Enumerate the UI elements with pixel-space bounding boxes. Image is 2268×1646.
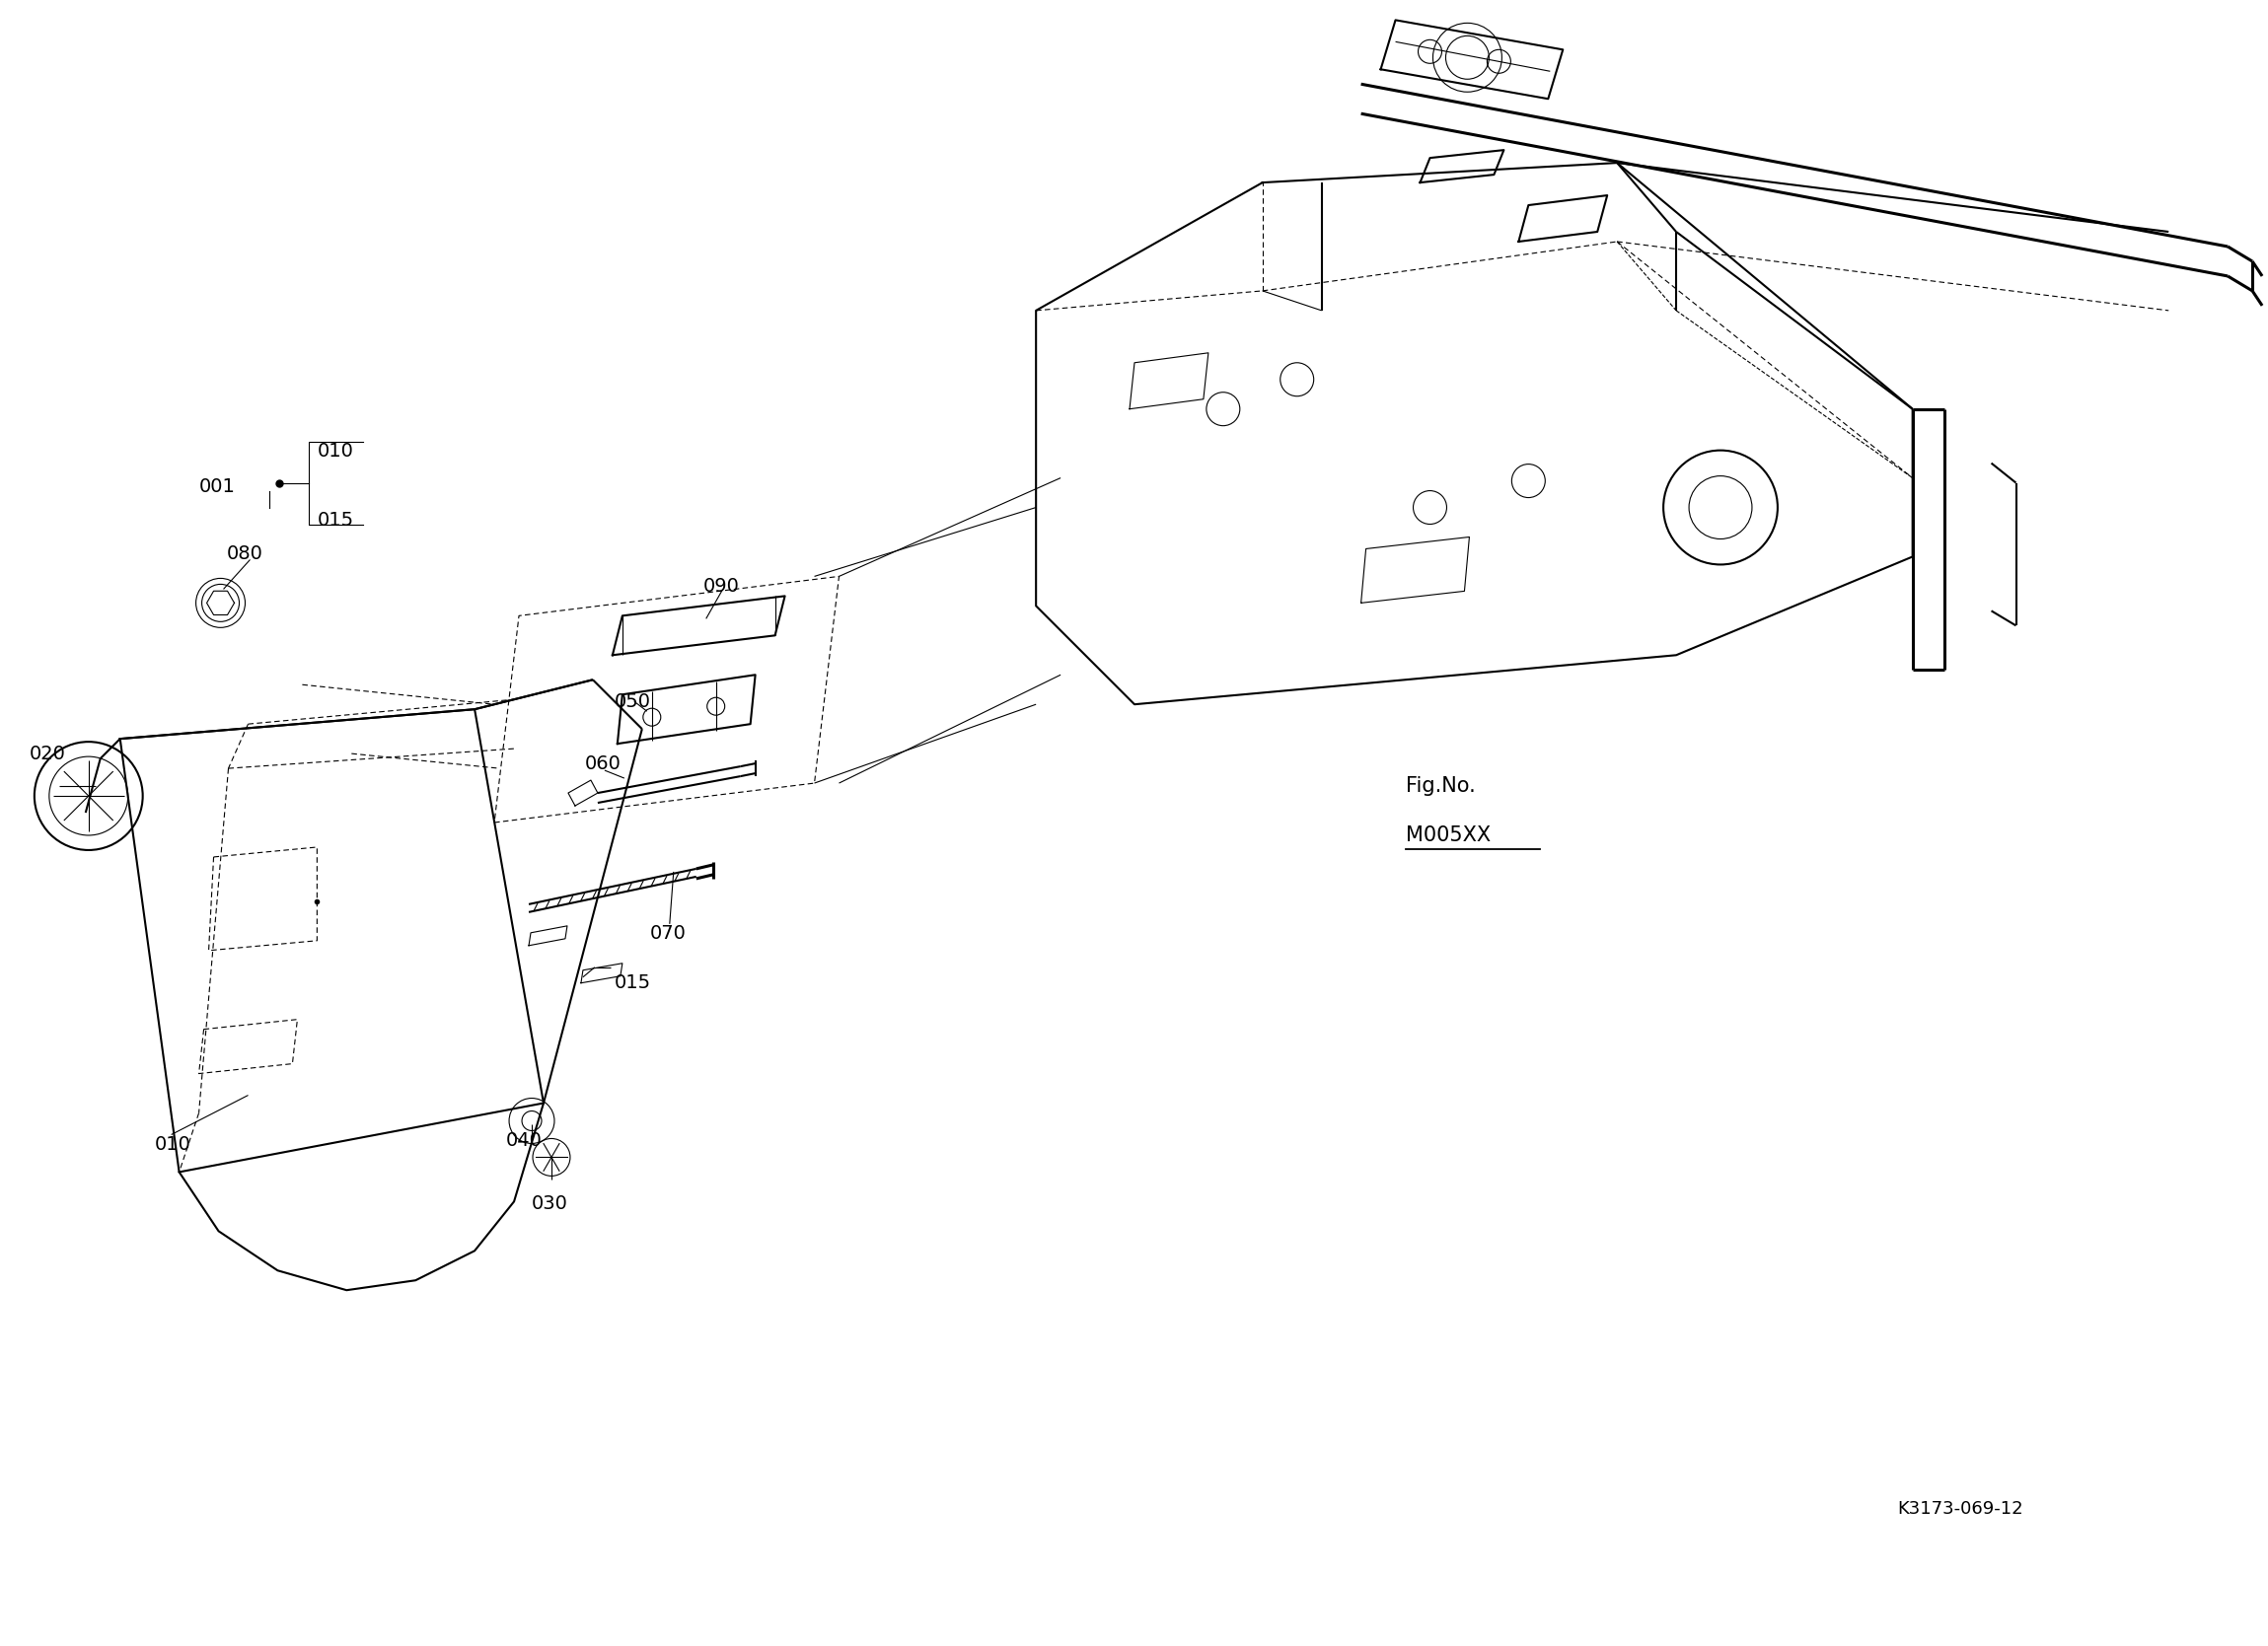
Text: 080: 080 [227, 545, 263, 563]
Text: 001: 001 [200, 477, 236, 495]
Text: 050: 050 [615, 691, 651, 711]
Text: M005XX: M005XX [1406, 825, 1490, 844]
Text: 015: 015 [615, 974, 651, 993]
Text: K3173-069-12: K3173-069-12 [1898, 1500, 2023, 1518]
Text: 070: 070 [651, 925, 687, 943]
Text: 015: 015 [318, 510, 354, 530]
Text: 040: 040 [506, 1131, 542, 1151]
Text: Fig.No.: Fig.No. [1406, 777, 1474, 797]
Text: 030: 030 [531, 1193, 567, 1213]
Text: 090: 090 [703, 576, 739, 596]
Text: 010: 010 [318, 443, 354, 461]
Text: 010: 010 [154, 1136, 191, 1154]
Text: 020: 020 [29, 744, 66, 764]
Text: 060: 060 [585, 754, 621, 774]
